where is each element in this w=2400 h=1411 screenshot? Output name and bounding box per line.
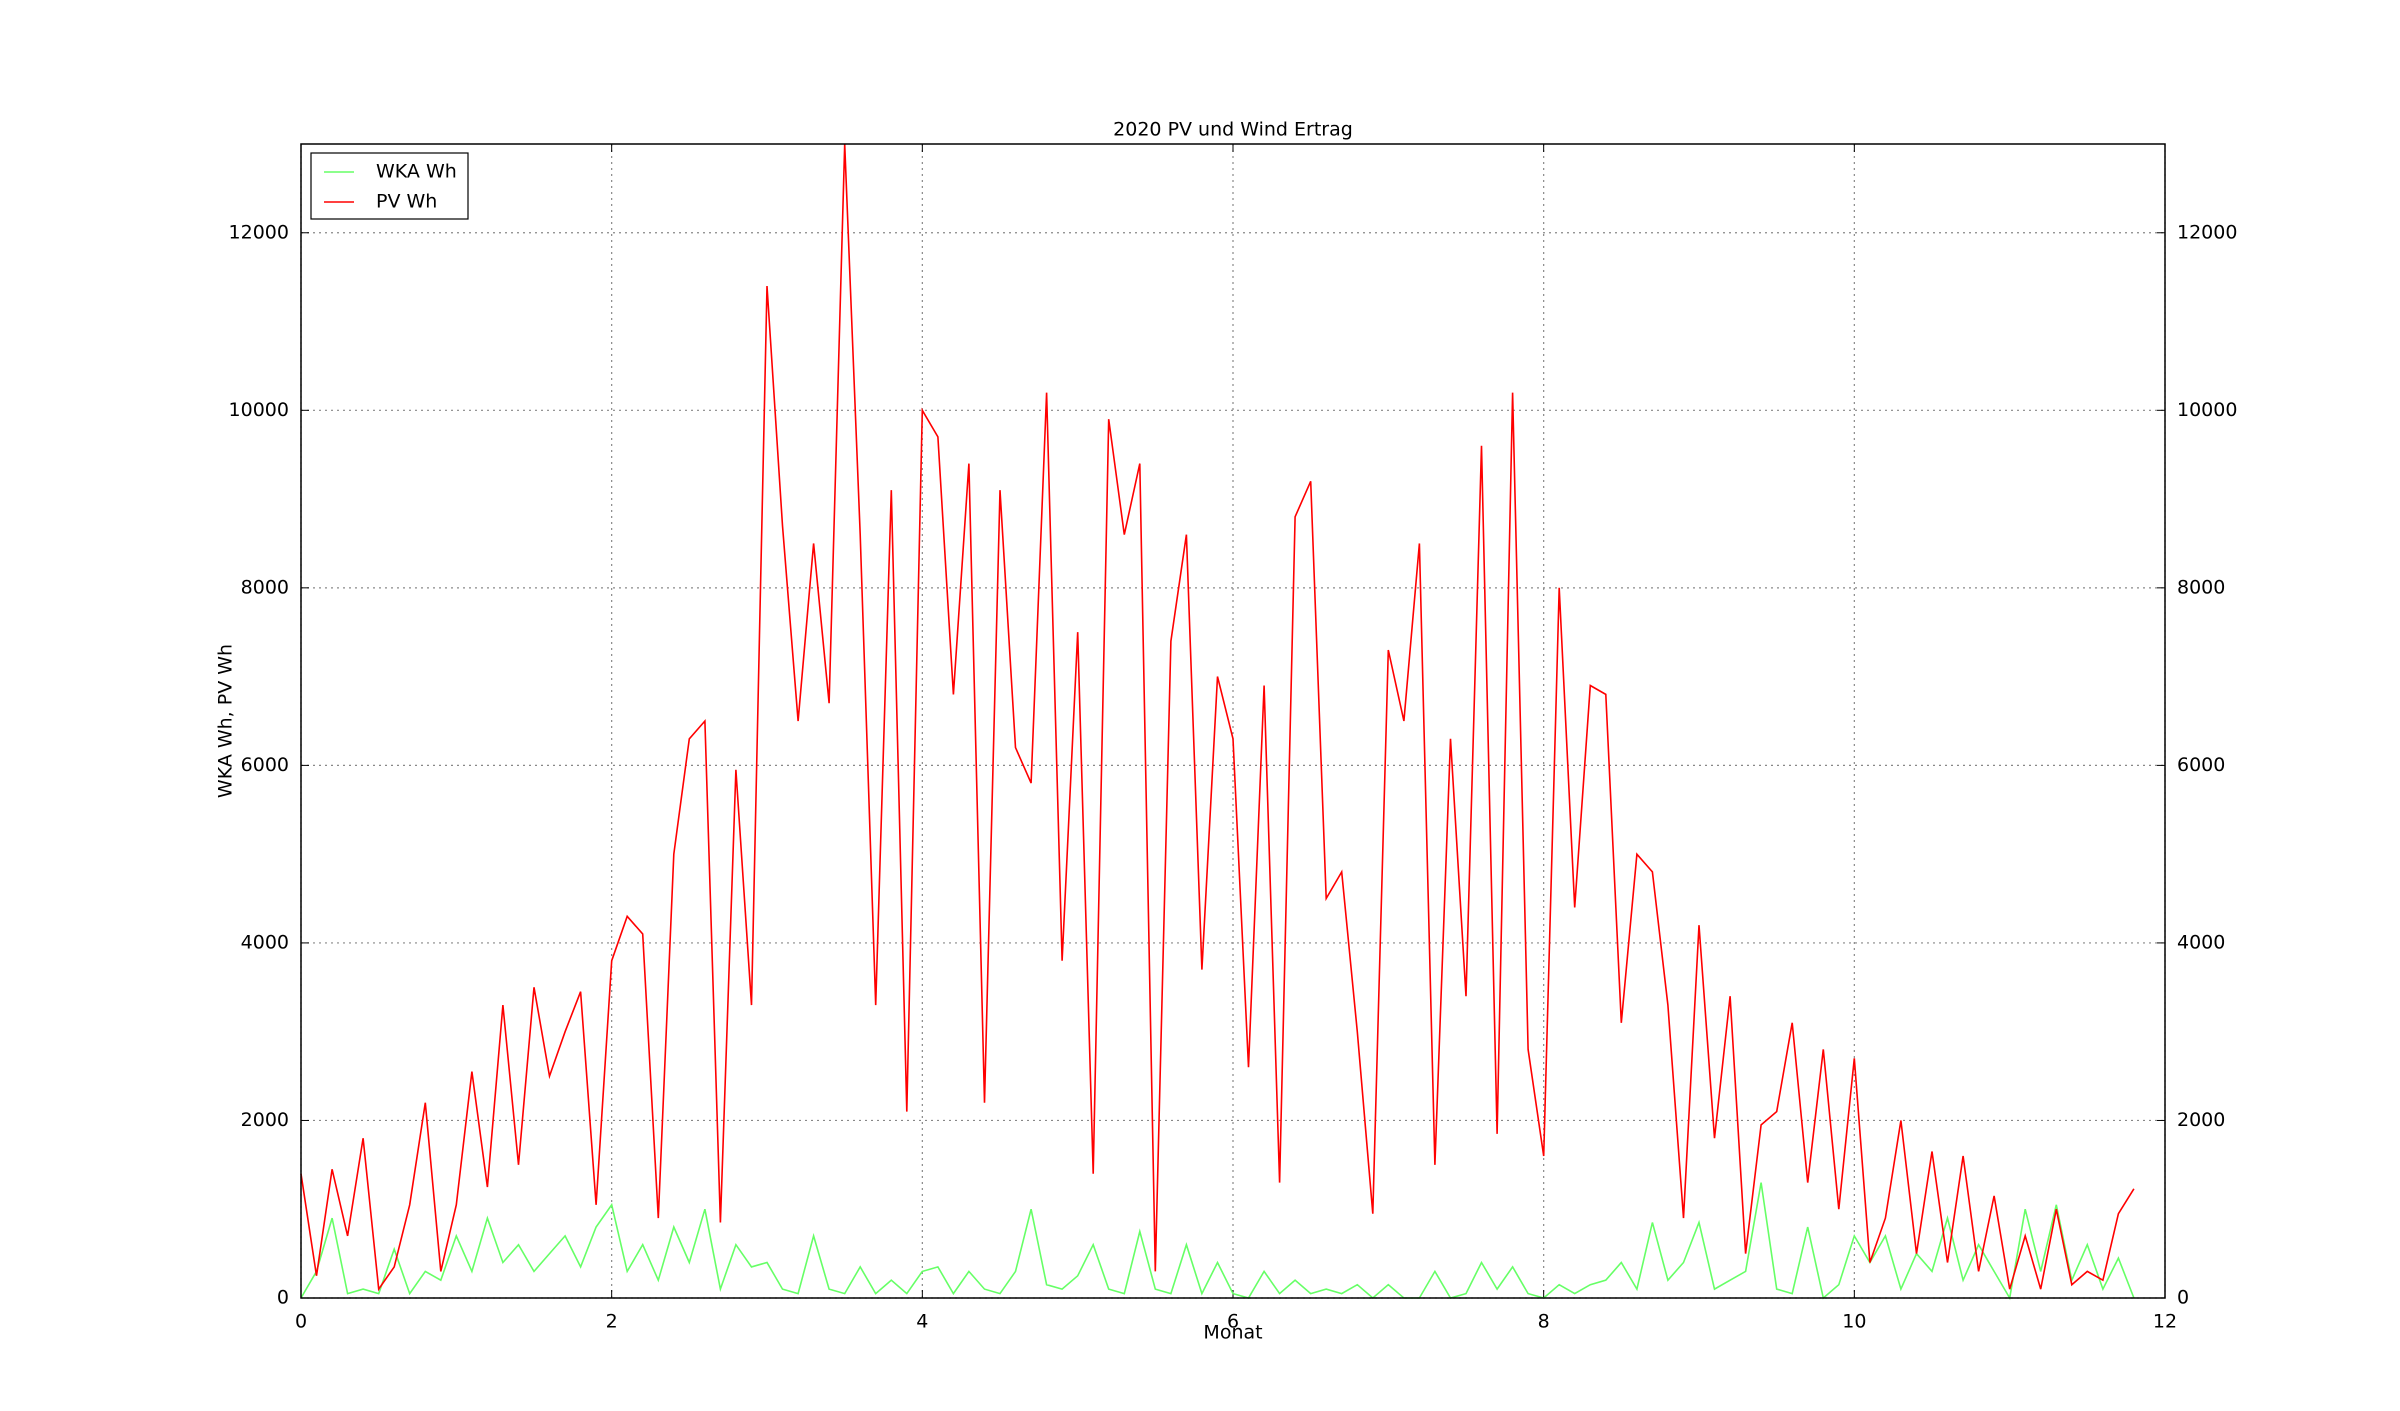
- legend-box: [310, 152, 469, 220]
- x-tick-label: 2: [606, 1311, 618, 1333]
- x-tick-label: 0: [295, 1311, 307, 1333]
- y-tick-label: 10000: [229, 399, 289, 421]
- y-tick-label: 4000: [241, 931, 289, 953]
- x-tick-label: 8: [1538, 1311, 1550, 1333]
- y-tick-label: 12000: [2177, 221, 2237, 243]
- y-axis-label: WKA Wh, PV Wh: [215, 644, 237, 798]
- y-tick-label: 10000: [2177, 399, 2237, 421]
- y-tick-label: 6000: [241, 754, 289, 776]
- x-tick-label: 10: [1842, 1311, 1866, 1333]
- y-tick-label: 8000: [241, 576, 289, 598]
- chart-title: 2020 PV und Wind Ertrag: [1113, 119, 1353, 141]
- y-tick-label: 6000: [2177, 754, 2225, 776]
- x-axis-label: Monat: [1203, 1322, 1262, 1344]
- x-tick-label: 6: [1227, 1311, 1239, 1333]
- y-tick-label: 0: [2177, 1287, 2189, 1309]
- y-tick-label: 4000: [2177, 931, 2225, 953]
- series-line: [300, 143, 2135, 1292]
- x-tick-label: 4: [916, 1311, 928, 1333]
- y-tick-label: 2000: [2177, 1109, 2225, 1131]
- y-tick-label: 2000: [241, 1109, 289, 1131]
- y-tick-label: 8000: [2177, 576, 2225, 598]
- y-tick-label: 0: [277, 1287, 289, 1309]
- series-line: [300, 1182, 2135, 1301]
- plot-frame: [300, 143, 2166, 1299]
- y-tick-label: 12000: [229, 221, 289, 243]
- legend-label: WKA Wh: [376, 161, 457, 183]
- x-tick-label: 12: [2153, 1311, 2177, 1333]
- legend-label: PV Wh: [376, 191, 437, 213]
